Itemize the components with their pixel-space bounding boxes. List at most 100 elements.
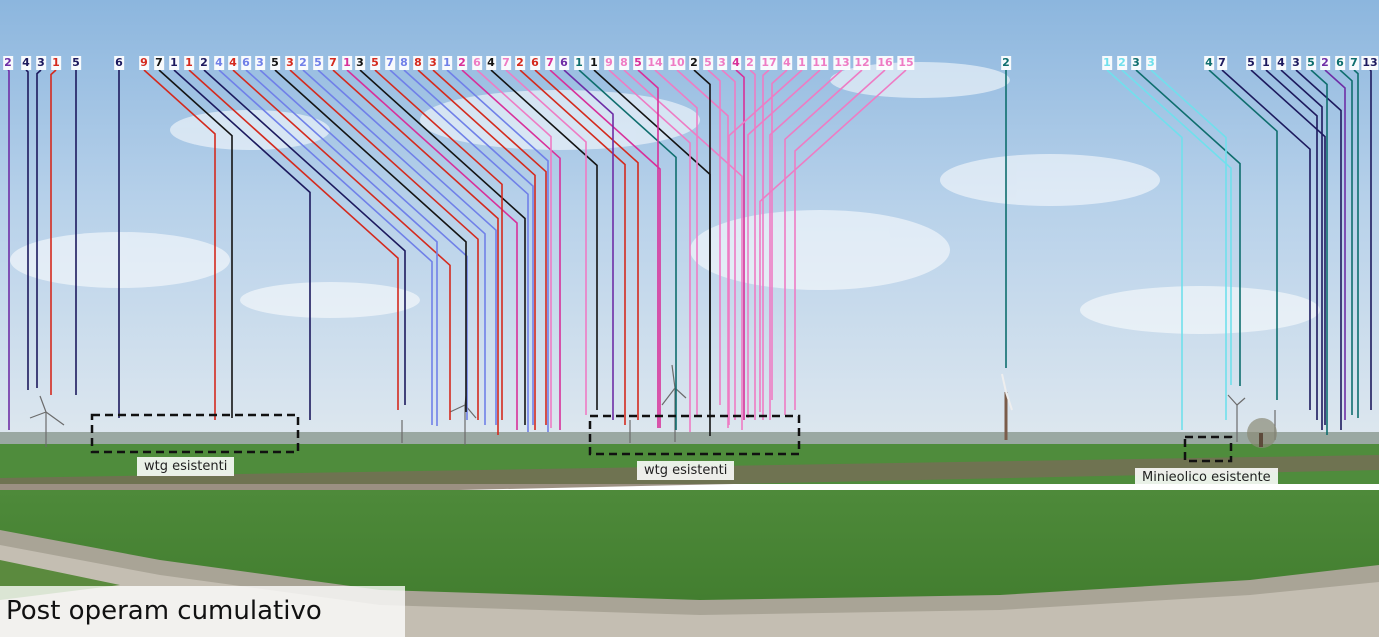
turbine-tag: 4 xyxy=(1276,56,1286,70)
turbine-tag: 6 xyxy=(1335,56,1345,70)
turbine-tag: 9 xyxy=(139,56,149,70)
sightline xyxy=(417,69,536,430)
sightline xyxy=(549,69,661,428)
turbine-tag: 1 xyxy=(1261,56,1271,70)
sightline xyxy=(1121,69,1232,385)
sightline xyxy=(359,69,526,425)
sightline xyxy=(232,69,451,420)
sightline xyxy=(749,69,756,420)
turbine-tag: 5 xyxy=(1246,56,1256,70)
turbine-tag: 3 xyxy=(717,56,727,70)
sightline xyxy=(36,69,42,388)
sightline xyxy=(403,69,534,425)
sightline xyxy=(1339,69,1353,415)
sightline xyxy=(707,69,721,405)
sightline xyxy=(1324,69,1346,420)
turbine-tag: 4 xyxy=(214,56,224,70)
sightline xyxy=(1369,69,1372,410)
caption-box: Post operam cumulativo xyxy=(0,586,405,637)
turbine-tag: 7 xyxy=(154,56,164,70)
turbine-tag: 4 xyxy=(1204,56,1214,70)
sightline xyxy=(578,69,677,430)
sightline xyxy=(302,69,486,425)
sightline xyxy=(1135,69,1241,386)
turbine-tag: 6 xyxy=(241,56,251,70)
turbine-tag: 9 xyxy=(604,56,614,70)
sightline xyxy=(389,69,529,432)
turbine-tag: 10 xyxy=(668,56,686,70)
turbine-tag: 5 xyxy=(313,56,323,70)
turbine-tag: 5 xyxy=(703,56,713,70)
turbine-tag: 11 xyxy=(811,56,829,70)
sightline xyxy=(563,69,614,420)
turbine-tag: 14 xyxy=(646,56,664,70)
turbine-tag: 13 xyxy=(1361,56,1379,70)
sightline xyxy=(735,69,745,420)
sightline xyxy=(784,69,863,415)
sightline xyxy=(1295,69,1342,430)
sightline xyxy=(762,69,770,420)
dashed-frames xyxy=(90,413,1233,463)
turbine-tag: 2 xyxy=(1001,56,1011,70)
sightline xyxy=(432,69,547,425)
turbine-tag: 3 xyxy=(285,56,295,70)
sightline xyxy=(50,69,57,395)
turbine-tag: 5 xyxy=(370,56,380,70)
turbine-tag: 7 xyxy=(328,56,338,70)
sightline xyxy=(676,69,729,428)
sightline xyxy=(608,69,691,432)
turbine-tag: 3 xyxy=(428,56,438,70)
sightline xyxy=(188,69,399,410)
turbine-tag: 2 xyxy=(3,56,13,70)
wtg-label-left: wtg esistenti xyxy=(137,457,235,476)
turbine-tag: 2 xyxy=(515,56,525,70)
wtg-label-center: wtg esistenti xyxy=(637,461,735,480)
turbine-tag: 6 xyxy=(559,56,569,70)
sightline xyxy=(769,69,843,420)
turbine-tag: 7 xyxy=(1349,56,1359,70)
turbine-tag: 1 xyxy=(1102,56,1112,70)
turbine-tag: 1 xyxy=(342,56,352,70)
sightline xyxy=(158,69,233,418)
turbine-tag: 1 xyxy=(442,56,452,70)
sightline xyxy=(534,69,639,420)
turbine-tag: 2 xyxy=(745,56,755,70)
turbine-tag: 2 xyxy=(298,56,308,70)
turbine-tag: 3 xyxy=(1146,56,1156,70)
sightline xyxy=(771,69,788,400)
turbine-tag: 1 xyxy=(797,56,807,70)
turbine-tag: 3 xyxy=(1291,56,1301,70)
turbine-tag: 4 xyxy=(21,56,31,70)
sightline xyxy=(173,69,311,420)
sightline xyxy=(218,69,433,425)
turbine-tag: 3 xyxy=(1131,56,1141,70)
sightline xyxy=(476,69,552,428)
sightline xyxy=(721,69,736,420)
turbine-tag: 2 xyxy=(1320,56,1330,70)
sightline xyxy=(203,69,406,405)
wtg-frame-center xyxy=(588,414,801,456)
turbine-tag: 2 xyxy=(199,56,209,70)
turbine-tag: 4 xyxy=(731,56,741,70)
turbine-tag: 4 xyxy=(486,56,496,70)
sightline xyxy=(1353,69,1359,418)
turbine-tag: 8 xyxy=(413,56,423,70)
caption-text: Post operam cumulativo xyxy=(6,596,322,626)
turbine-tag: 7 xyxy=(501,56,511,70)
turbine-tag: 2 xyxy=(1117,56,1127,70)
sightline xyxy=(1106,69,1183,430)
turbine-tag: 7 xyxy=(1217,56,1227,70)
sightline xyxy=(332,69,499,435)
wtg-frame-left xyxy=(90,413,300,454)
sightline xyxy=(245,69,438,426)
sightline xyxy=(1221,69,1311,410)
minieolico-frame xyxy=(1183,435,1233,463)
turbine-tag: 2 xyxy=(689,56,699,70)
sightline xyxy=(289,69,479,420)
turbine-tag: 3 xyxy=(36,56,46,70)
sightline xyxy=(317,69,497,425)
sightline xyxy=(1150,69,1227,420)
turbine-tag: 4 xyxy=(228,56,238,70)
sightline xyxy=(505,69,587,415)
sightline xyxy=(637,69,659,428)
